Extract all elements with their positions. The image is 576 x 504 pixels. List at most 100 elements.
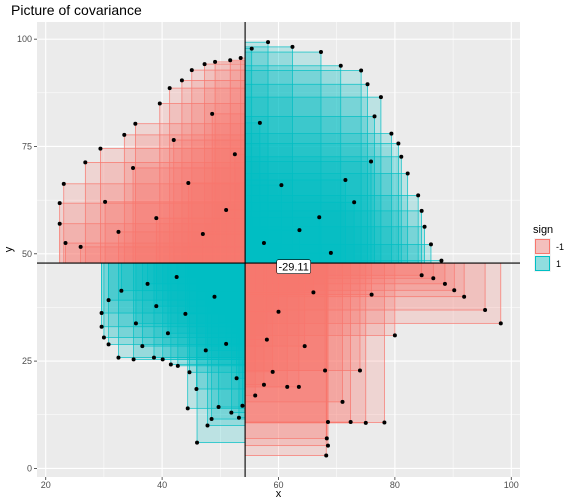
data-point [396,141,401,146]
covariance-label-box [276,259,311,274]
data-point [302,344,307,349]
data-point [439,258,444,263]
data-point [168,362,173,367]
data-point [186,180,191,185]
data-point [101,335,106,340]
data-point [119,288,124,293]
covariance-rectangles [59,41,502,456]
data-point [210,111,215,116]
data-point [261,241,266,246]
legend-key-swatch [535,256,550,271]
data-point [419,208,424,213]
data-point [57,201,62,206]
data-point [462,294,467,299]
legend: sign -1 1 [533,224,564,272]
data-point [157,101,162,106]
data-point [99,324,104,329]
data-point [131,165,136,170]
covariance-rect [59,223,246,264]
covariance-rect [204,63,246,264]
data-point [416,193,421,198]
legend-label: 1 [556,259,561,269]
data-point [428,242,433,247]
legend-label: -1 [556,242,564,252]
data-point [369,159,374,164]
data-point [328,250,333,255]
data-point [352,200,357,205]
data-point [154,216,159,221]
data-point [264,337,269,342]
covariance-rect [101,262,246,328]
covariance-rect [187,182,246,264]
data-point [399,154,404,159]
covariance-rect [191,69,246,264]
data-point [61,181,66,186]
covariance-rect [244,262,396,336]
data-points [57,40,503,458]
data-point [236,415,241,420]
data-point [279,183,284,188]
y-tick-label: 50 [22,249,32,259]
data-point [338,63,343,68]
data-point [103,199,108,204]
data-point [498,321,503,326]
data-point [442,281,447,286]
covariance-rect [118,262,246,359]
covariance-rect [244,156,402,264]
covariance-rect [244,262,274,373]
data-point [363,420,368,425]
data-point [174,274,179,279]
data-point [216,405,221,410]
legend-key-bg [534,255,551,272]
chart-title: Picture of covariance [11,2,142,18]
legend-key-bg [534,238,551,255]
data-point [431,276,436,281]
data-point [133,121,138,126]
data-point [189,68,194,73]
data-point [311,290,316,295]
data-point [224,341,229,346]
data-point [205,423,210,428]
data-point [369,292,374,297]
covariance-rect [244,143,399,264]
covariance-rect [218,262,246,408]
data-point [285,384,290,389]
data-point [340,399,345,404]
data-point [405,171,410,176]
covariance-rect [135,262,246,324]
y-tick-label: 0 [27,463,32,473]
data-point [185,406,190,411]
data-point [175,363,180,368]
data-point [133,321,138,326]
covariance-rect [118,231,246,264]
covariance-rect [244,262,288,388]
covariance-rect [185,262,246,315]
covariance-rect [244,179,346,264]
covariance-rect [134,123,246,264]
data-point [63,241,68,246]
data-point [154,304,159,309]
data-point [213,59,218,64]
data-point [249,46,254,51]
data-point [276,309,281,314]
data-point [323,368,328,373]
data-point [372,114,377,119]
legend-key-swatch [535,239,550,254]
data-point [257,120,262,125]
covariance-rect [244,184,282,264]
data-point [317,215,322,220]
x-tick-label: 100 [504,480,519,490]
data-point [195,440,200,445]
data-point [171,138,176,143]
data-point [452,288,457,293]
major-gridlines [37,22,520,477]
covariance-rect [244,161,372,264]
covariance-rect [84,162,246,264]
data-point [209,417,214,422]
covariance-rect [104,201,246,264]
data-point [183,311,188,316]
data-point [365,82,370,87]
covariance-rect [214,262,246,298]
data-point [140,344,145,349]
